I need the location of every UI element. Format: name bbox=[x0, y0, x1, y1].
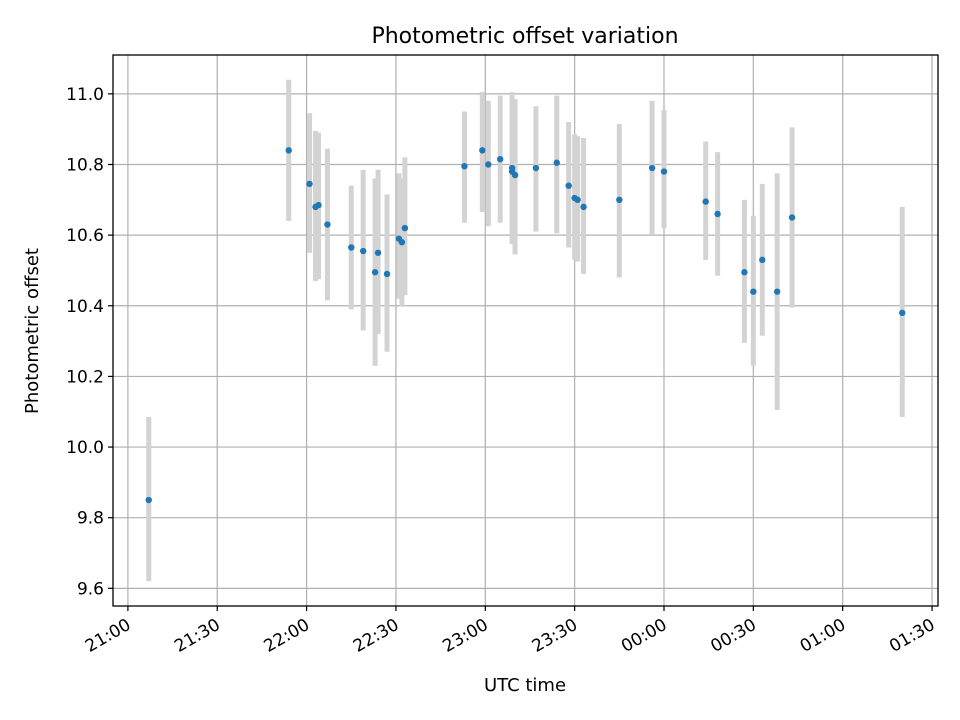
data-point bbox=[315, 201, 322, 209]
data-point bbox=[285, 147, 292, 154]
data-point bbox=[759, 256, 766, 264]
data-point bbox=[383, 270, 391, 278]
data-point bbox=[741, 269, 748, 276]
data-point bbox=[306, 180, 313, 188]
x-tick-label: 01:00 bbox=[797, 615, 849, 657]
data-point bbox=[374, 249, 382, 256]
data-point bbox=[461, 163, 468, 170]
x-tick-label: 22:00 bbox=[261, 615, 313, 657]
data-point bbox=[788, 214, 796, 221]
data-point bbox=[359, 247, 367, 255]
data-point bbox=[702, 198, 709, 205]
data-point bbox=[565, 182, 572, 189]
y-tick-label: 11.0 bbox=[66, 85, 104, 105]
x-tick-label: 01:30 bbox=[886, 615, 938, 657]
data-point bbox=[574, 196, 581, 204]
x-tick-label: 22:30 bbox=[350, 615, 402, 657]
errorbar-layer bbox=[146, 79, 905, 582]
data-point bbox=[773, 288, 781, 295]
data-point bbox=[485, 161, 492, 168]
x-tick-label: 23:00 bbox=[439, 615, 491, 657]
data-point bbox=[479, 147, 486, 154]
y-axis-label: Photometric offset bbox=[22, 248, 43, 414]
data-point bbox=[714, 210, 721, 218]
y-tick-label: 10.2 bbox=[66, 367, 104, 387]
x-tick-label: 21:30 bbox=[171, 615, 223, 657]
data-point bbox=[660, 168, 668, 175]
data-point bbox=[324, 221, 331, 228]
data-point bbox=[511, 171, 519, 179]
data-point bbox=[348, 244, 355, 251]
y-tick-label: 10.0 bbox=[66, 438, 104, 458]
grid-layer bbox=[113, 55, 938, 606]
data-point bbox=[371, 269, 379, 276]
data-point bbox=[899, 309, 906, 317]
y-tick-label: 10.6 bbox=[66, 226, 104, 246]
plot-frame bbox=[112, 54, 939, 607]
data-point bbox=[553, 159, 560, 166]
data-point bbox=[532, 164, 540, 172]
marker-layer bbox=[145, 147, 906, 504]
y-tick-label: 10.8 bbox=[66, 155, 104, 175]
data-point bbox=[145, 496, 152, 504]
data-point bbox=[750, 288, 757, 295]
data-point bbox=[580, 203, 587, 211]
chart-title: Photometric offset variation bbox=[371, 24, 678, 49]
x-tick-label: 21:00 bbox=[82, 615, 134, 657]
x-tick-label: 23:30 bbox=[529, 615, 581, 657]
x-tick-label: 00:30 bbox=[707, 615, 759, 657]
data-point bbox=[401, 224, 409, 232]
data-point bbox=[496, 155, 504, 163]
y-tick-label: 9.6 bbox=[77, 579, 104, 599]
data-point bbox=[508, 164, 516, 172]
y-tick-label: 10.4 bbox=[66, 297, 104, 317]
x-axis-label: UTC time bbox=[484, 675, 566, 696]
y-tick-label: 9.8 bbox=[77, 509, 104, 529]
x-tick-label: 00:00 bbox=[618, 615, 670, 657]
data-point bbox=[616, 196, 623, 204]
data-point bbox=[398, 238, 406, 246]
data-point bbox=[648, 164, 656, 172]
